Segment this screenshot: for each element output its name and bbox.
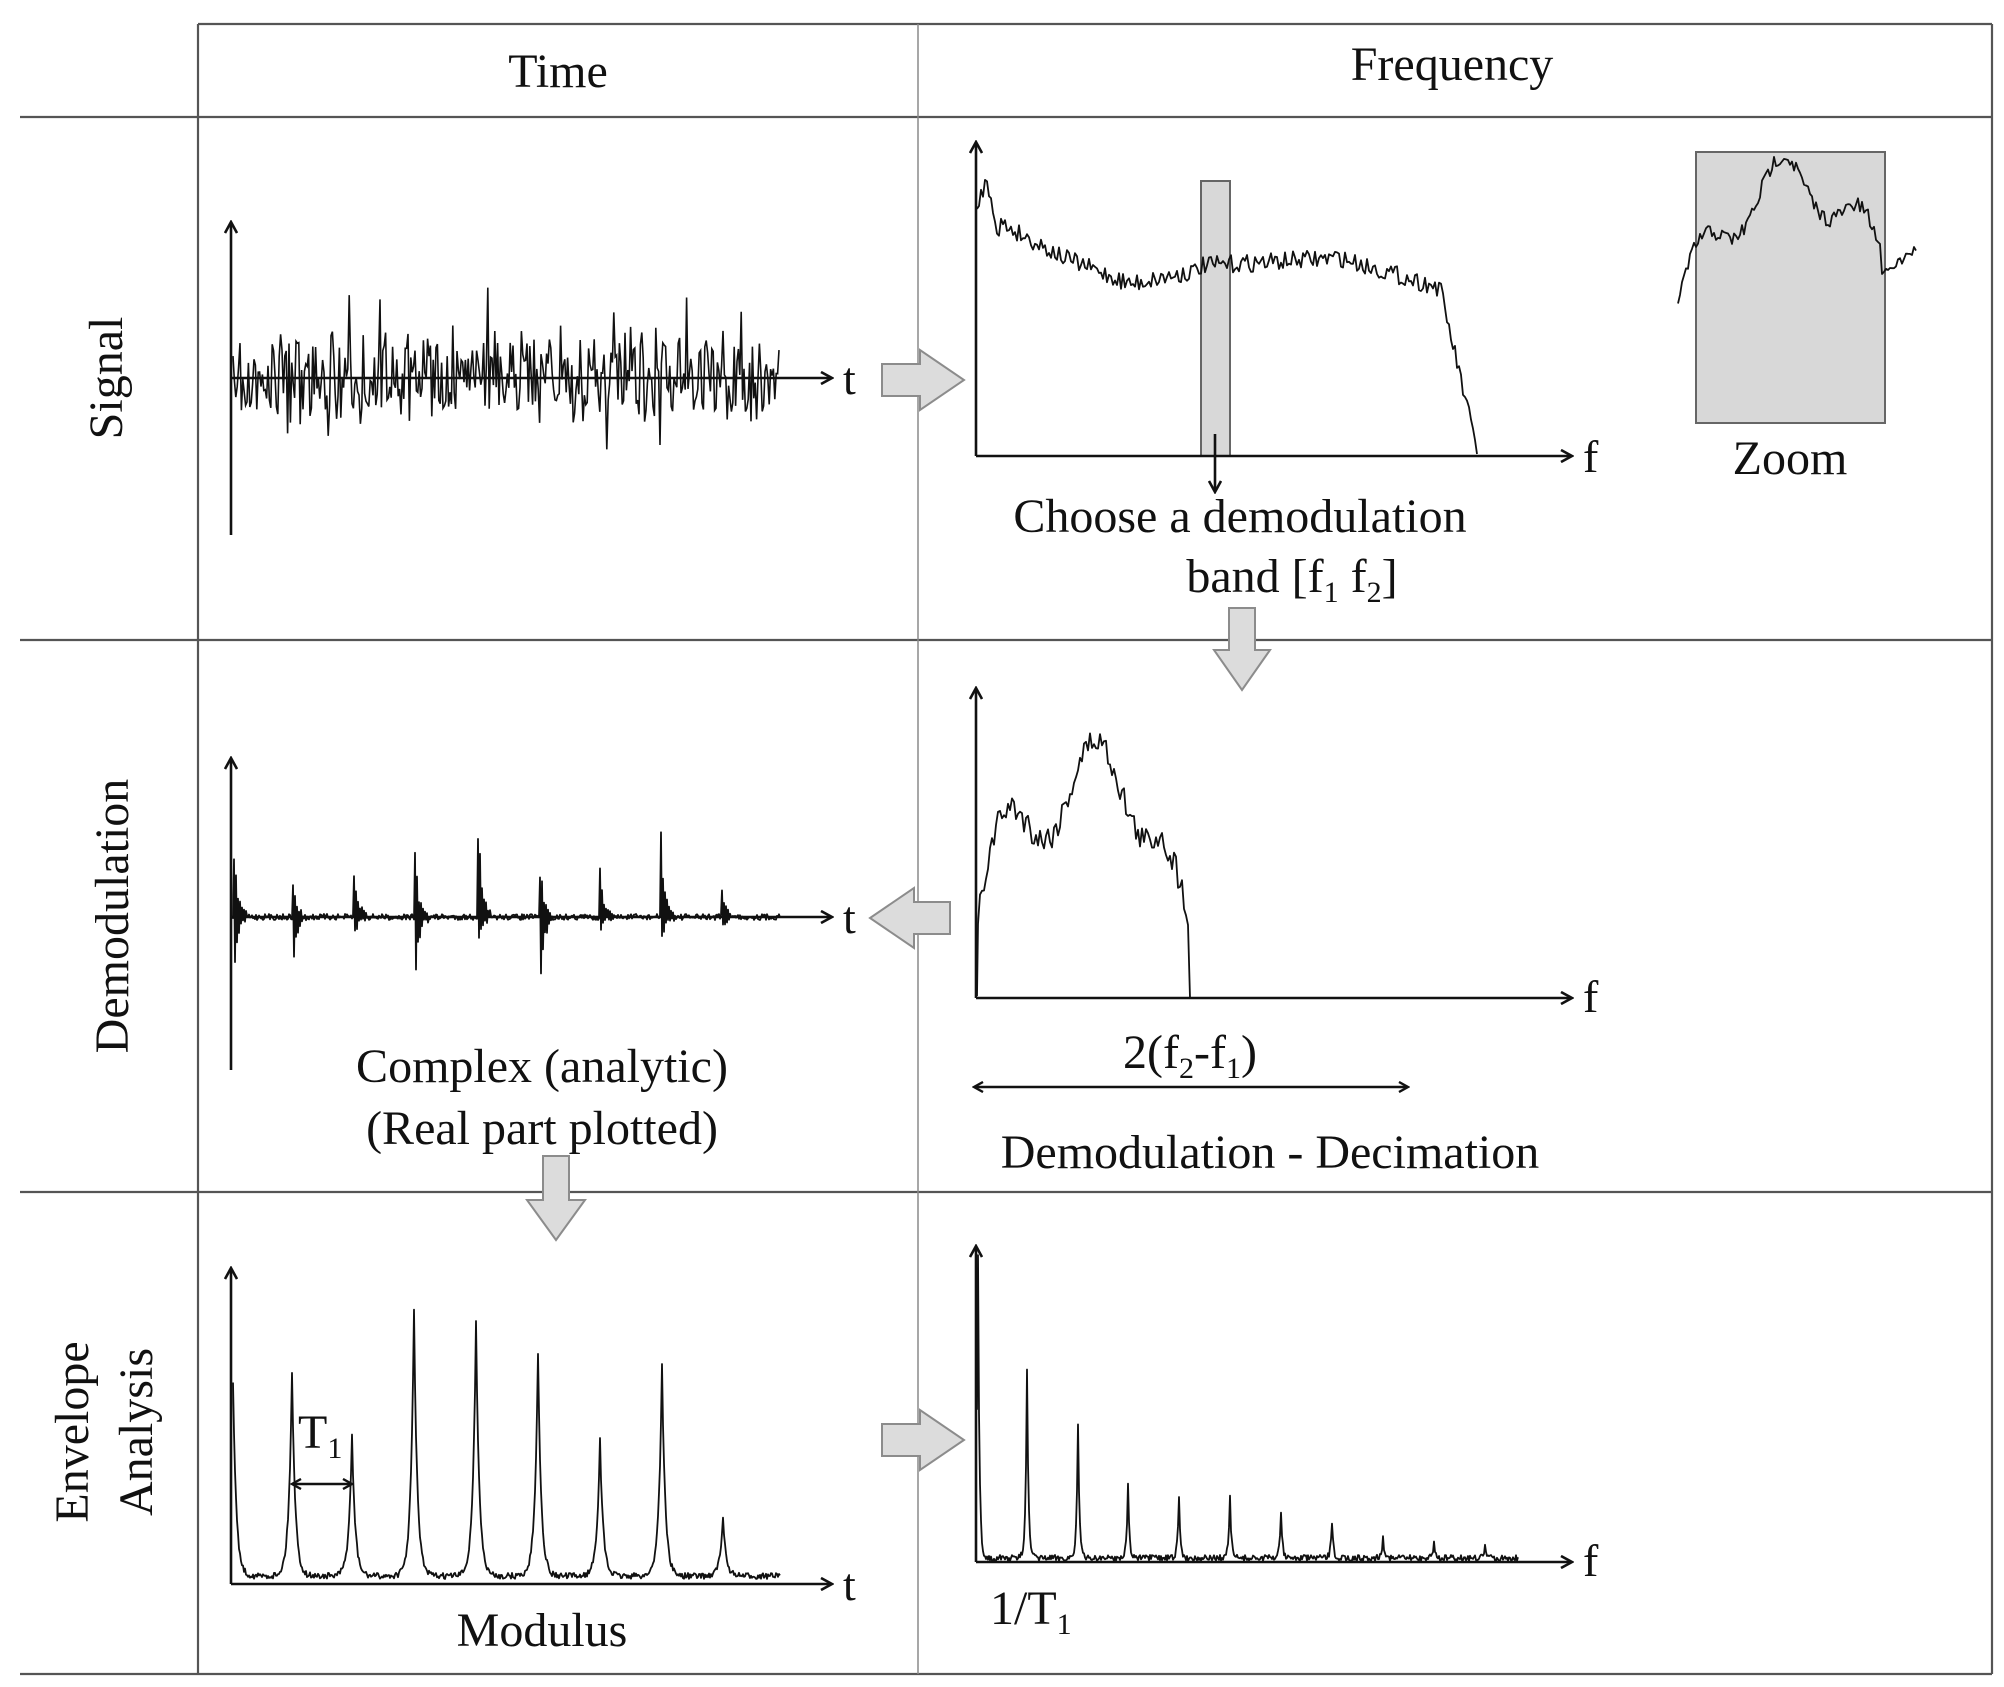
envelope-time-axis-label: t	[843, 1559, 856, 1610]
column-header-time: Time	[508, 45, 608, 98]
column-header-frequency: Frequency	[1351, 38, 1554, 91]
signal-time-waveform	[232, 287, 780, 450]
band-caption-line2: band [f1 f2]	[1186, 550, 1397, 609]
table-grid	[20, 22, 1994, 1676]
band-caption-line1: Choose a demodulation	[1013, 490, 1466, 543]
zoom-box	[1695, 151, 1886, 424]
signal-time-axis-label: t	[843, 353, 856, 404]
demodulated-time-plot: t Complex (analytic) (Real part plotted)	[231, 758, 856, 1155]
modulus-caption: Modulus	[457, 1604, 628, 1657]
flow-arrow-envelope-to-spectrum	[881, 1408, 966, 1472]
envelope-time-plot: T1 t Modulus	[231, 1268, 856, 1657]
analytic-caption-line1: Complex (analytic)	[356, 1040, 728, 1093]
demod-time-waveform	[232, 831, 781, 975]
demod-spectrum-axis-label: f	[1583, 971, 1599, 1022]
analytic-caption-line2: (Real part plotted)	[366, 1102, 718, 1155]
flow-arrow-time-to-frequency	[881, 348, 966, 412]
row-header-signal: Signal	[80, 317, 133, 440]
demodulation-caption: Demodulation - Decimation	[1001, 1126, 1540, 1179]
flow-arrow-band-to-demodulation	[1212, 607, 1272, 692]
signal-spectrum-curve	[976, 179, 1478, 455]
bandwidth-label: 2(f2-f1)	[1123, 1026, 1257, 1085]
demodulation-band-highlight	[1200, 180, 1231, 457]
envelope-spectrum-curve	[976, 1254, 1519, 1562]
signal-time-plot: t	[231, 222, 856, 535]
envelope-spectrum-axis-label: f	[1583, 1535, 1599, 1586]
zoom-inset: Zoom	[1677, 151, 1917, 485]
flow-arrow-frequency-to-time	[868, 886, 951, 950]
zoom-label: Zoom	[1733, 432, 1848, 485]
demod-spectrum-curve	[976, 732, 1191, 999]
zoom-curve	[1677, 156, 1917, 304]
fundamental-frequency-label: 1/T1	[990, 1582, 1072, 1641]
flow-arrow-demodulation-to-envelope	[525, 1155, 587, 1242]
envelope-time-curve	[232, 1308, 781, 1580]
row-header-demodulation: Demodulation	[86, 779, 139, 1054]
row-header-envelope: Envelope	[46, 1341, 99, 1522]
envelope-spectrum-plot: f 1/T1	[976, 1246, 1599, 1641]
signal-spectrum-axis-label: f	[1583, 431, 1599, 482]
demodulated-spectrum-plot: f 2(f2-f1) Demodulation - Decimation	[974, 688, 1599, 1179]
row-header-analysis: Analysis	[110, 1348, 163, 1516]
demod-time-axis-label: t	[843, 892, 856, 943]
period-label: T1	[298, 1406, 342, 1465]
signal-spectrum-plot: f Choose a demodulation band [f1 f2]	[976, 142, 1599, 609]
